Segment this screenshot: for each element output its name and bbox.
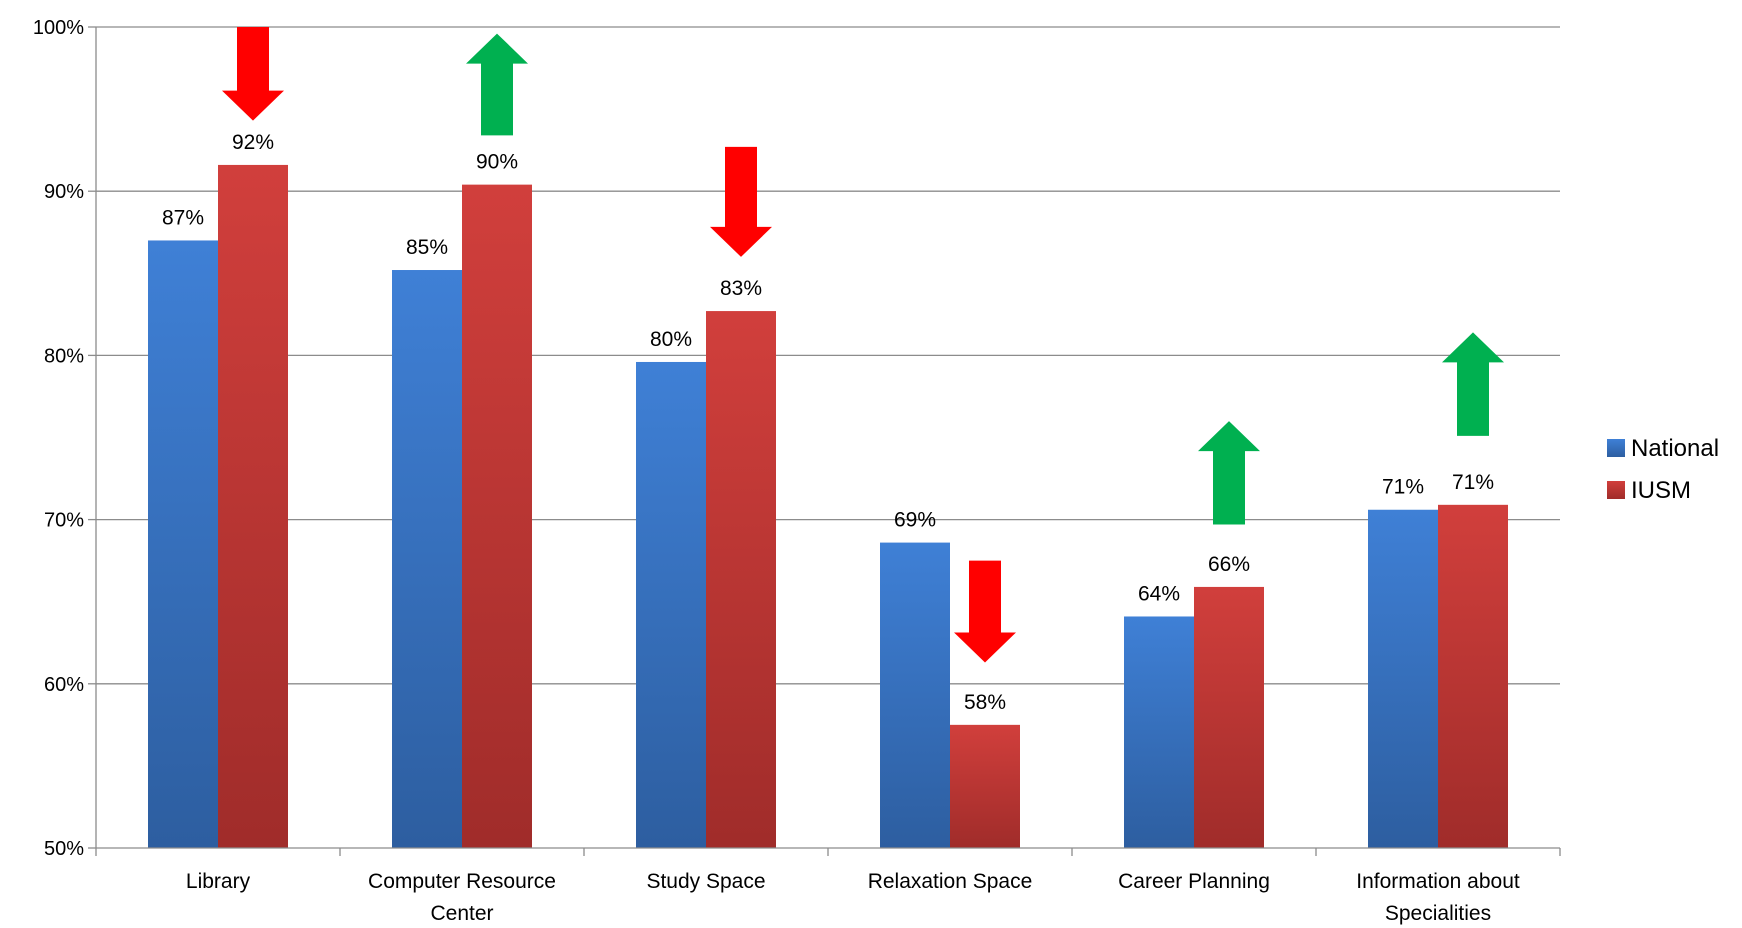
data-label-iusm: 83%: [720, 277, 762, 300]
bars: [148, 164, 1508, 849]
category-label: Relaxation Space: [868, 870, 1033, 893]
category-label: Center: [430, 902, 493, 925]
bar-national: [148, 240, 218, 848]
data-label-national: 87%: [162, 206, 204, 229]
y-tick-label: 80%: [44, 345, 84, 367]
category-label: Specialities: [1385, 902, 1491, 925]
up-arrow-icon: [1198, 421, 1260, 525]
bar-iusm: [1438, 504, 1508, 848]
down-arrow-icon: [710, 146, 772, 257]
bar-iusm: [218, 164, 288, 849]
bar-national: [1124, 616, 1194, 848]
y-tick-label: 90%: [44, 181, 84, 203]
data-label-national: 64%: [1138, 582, 1180, 605]
legend-swatch-iusm: [1607, 481, 1625, 499]
data-label-iusm: 92%: [232, 131, 274, 154]
up-arrow-icon: [1442, 332, 1504, 436]
down-arrow-icon: [954, 560, 1016, 663]
y-tick-label: 50%: [44, 838, 84, 860]
bar-iusm: [462, 184, 532, 848]
legend-label-national: National: [1631, 435, 1719, 462]
y-tick-label: 100%: [33, 17, 84, 39]
y-tick-label: 60%: [44, 674, 84, 696]
up-arrow-icon: [466, 33, 528, 136]
y-tick-label: 70%: [44, 510, 84, 532]
down-arrow-icon: [222, 27, 284, 121]
data-label-national: 69%: [894, 509, 936, 532]
bar-national: [1368, 509, 1438, 848]
gridlines: [96, 26, 1560, 685]
legend: National IUSM: [1607, 435, 1719, 504]
axes: 50% 60% 70% 80% 90% 100% Library Computer Resou…: [33, 17, 1561, 925]
legend-swatch-national: [1607, 439, 1625, 457]
legend-label-iusm: IUSM: [1631, 477, 1691, 504]
bar-iusm: [1194, 586, 1264, 848]
data-label-iusm: 90%: [476, 151, 518, 174]
data-label-iusm: 58%: [964, 691, 1006, 714]
data-label-national: 80%: [650, 328, 692, 351]
data-label-iusm: 66%: [1208, 553, 1250, 576]
bar-national: [636, 361, 706, 848]
bar-national: [880, 542, 950, 848]
annotation-arrows: [222, 27, 1504, 663]
category-label: Library: [186, 870, 251, 893]
bar-national: [392, 270, 462, 848]
category-label: Career Planning: [1118, 870, 1270, 893]
data-labels: 87% 92% 85% 90% 80% 83% 69% 58% 64% 66% 71% 71%: [162, 131, 1494, 714]
bar-iusm: [706, 311, 776, 848]
category-label: Study Space: [646, 870, 765, 893]
bar-iusm: [950, 724, 1020, 848]
category-label: Information about: [1356, 870, 1520, 893]
category-label: Computer Resource: [368, 870, 556, 893]
data-label-iusm: 71%: [1452, 471, 1494, 494]
data-label-national: 71%: [1382, 476, 1424, 499]
data-label-national: 85%: [406, 236, 448, 259]
